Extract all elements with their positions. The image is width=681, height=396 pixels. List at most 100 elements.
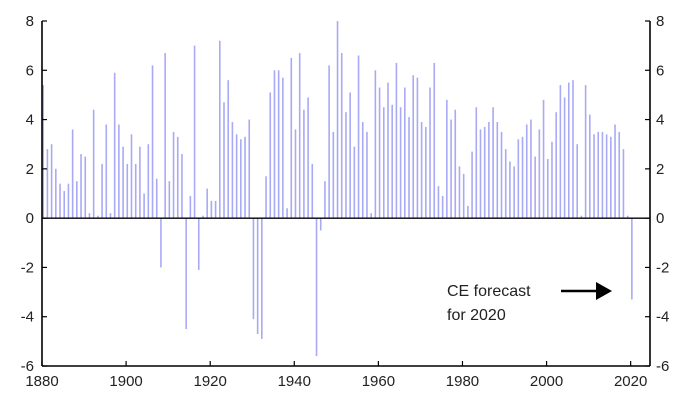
bar-1934 (269, 92, 272, 219)
bar-1917 (197, 218, 200, 270)
annotation-line-1: CE forecast (447, 283, 531, 300)
bar-1965 (399, 107, 402, 219)
y-tick-label-left: 0 (26, 210, 34, 227)
bar-1946 (319, 218, 322, 231)
bar-1988 (496, 122, 499, 219)
bar-2008 (580, 215, 583, 219)
bar-1899 (122, 146, 124, 219)
x-tick-label: 1960 (362, 373, 395, 390)
bar-1926 (235, 134, 238, 219)
bar-1924 (227, 80, 230, 219)
bar-1919 (206, 188, 208, 219)
bar-1893 (97, 215, 99, 219)
bar-1957 (366, 131, 368, 219)
bar-1922 (219, 40, 221, 219)
bar-1984 (479, 129, 482, 219)
bar-1937 (282, 77, 284, 219)
bar-1953 (349, 92, 351, 219)
bar-1889 (80, 154, 82, 219)
bar-2009 (584, 85, 587, 219)
bar-1900 (126, 163, 129, 219)
bar-2006 (572, 80, 574, 219)
y-tick-label-right: 0 (656, 210, 664, 227)
bar-1980 (462, 173, 465, 219)
bar-1928 (244, 136, 246, 219)
bar-1929 (248, 119, 251, 219)
bar-1949 (332, 131, 335, 219)
bars-group (42, 21, 633, 357)
bar-1931 (256, 218, 259, 334)
bar-1880 (42, 85, 44, 219)
bar-2020 (631, 218, 633, 300)
y-tick-label-right: -4 (656, 309, 669, 326)
bar-1958 (370, 213, 372, 219)
bar-1895 (105, 124, 108, 219)
bar-1882 (50, 144, 53, 219)
bar-2003 (559, 85, 562, 219)
bar-1905 (147, 144, 150, 219)
bar-1955 (357, 55, 360, 219)
bar-1975 (441, 195, 444, 219)
bar-1993 (517, 139, 520, 219)
bar-1951 (340, 53, 343, 219)
bar-1977 (450, 119, 452, 219)
y-tick-label-left: -2 (21, 259, 34, 276)
bar-1906 (151, 65, 154, 219)
bar-2002 (555, 112, 557, 219)
bar-1904 (143, 193, 145, 219)
bar-1985 (483, 126, 486, 219)
bar-1911 (172, 131, 175, 219)
axes-group (41, 21, 651, 367)
forecast-annotation: CE forecast for 2020 (447, 282, 612, 324)
bar-2010 (589, 114, 591, 219)
bar-1921 (214, 200, 217, 219)
bar-1883 (55, 168, 57, 219)
y-tick-label-right: -2 (656, 259, 669, 276)
bar-1992 (513, 166, 515, 219)
bar-1903 (139, 146, 141, 219)
annotation-arrow-head (596, 282, 612, 300)
bar-1999 (542, 99, 545, 219)
bar-1989 (500, 131, 503, 219)
bar-1910 (168, 181, 171, 219)
bar-1915 (189, 195, 192, 219)
bar-2011 (593, 134, 595, 219)
x-tick-label: 1900 (109, 373, 142, 390)
x-tick-label: 2020 (614, 373, 647, 390)
bar-2015 (610, 136, 612, 219)
annotation-line-2: for 2020 (447, 307, 506, 324)
bar-1913 (181, 154, 183, 219)
bar-1979 (458, 166, 461, 219)
bar-1901 (130, 134, 133, 219)
y-tick-label-right: 8 (656, 13, 664, 30)
bar-1884 (59, 183, 61, 219)
bar-1981 (467, 205, 469, 219)
bar-1918 (202, 215, 204, 219)
bar-2013 (601, 131, 604, 219)
bar-1945 (315, 218, 318, 357)
x-tick-label: 1920 (194, 373, 227, 390)
bar-1940 (294, 129, 297, 219)
bar-1964 (395, 62, 398, 219)
bar-1960 (378, 87, 381, 219)
bar-1990 (504, 149, 507, 219)
bar-1890 (84, 156, 87, 219)
bar-1925 (231, 122, 234, 219)
bar-1942 (303, 109, 305, 219)
bar-1948 (328, 65, 330, 219)
x-tick-label: 1880 (25, 373, 58, 390)
bar-1994 (521, 136, 524, 219)
bar-2005 (567, 82, 570, 219)
bar-1998 (538, 129, 541, 219)
bar-1894 (101, 163, 103, 219)
bar-1887 (71, 129, 74, 219)
bar-1973 (433, 62, 436, 219)
bar-1996 (530, 119, 532, 219)
bar-1967 (408, 117, 410, 219)
bar-1978 (454, 109, 457, 219)
y-tick-label-left: -4 (21, 309, 34, 326)
bar-1962 (387, 82, 389, 219)
bar-2016 (614, 124, 616, 219)
bar-1982 (471, 151, 473, 219)
